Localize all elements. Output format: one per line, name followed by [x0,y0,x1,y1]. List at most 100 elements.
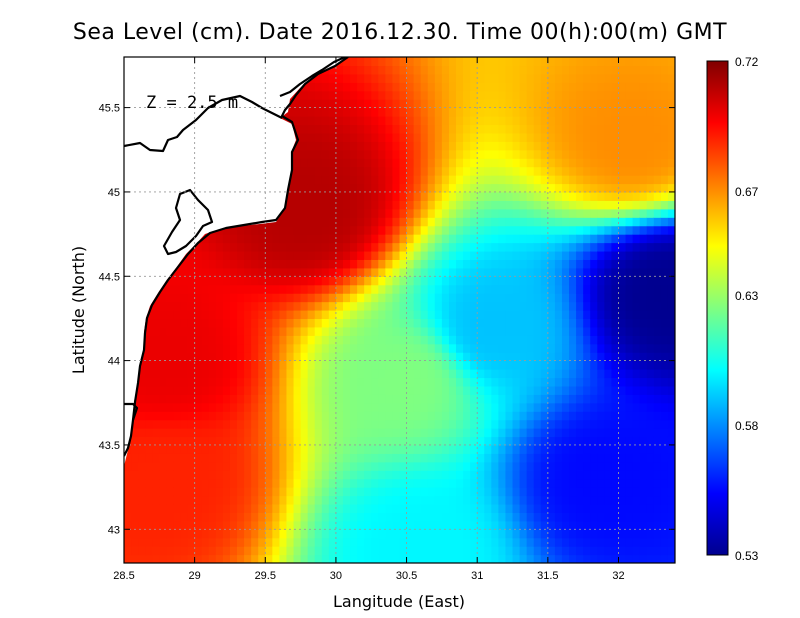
field-cell [328,57,337,58]
field-cell [307,175,316,185]
field-cell [307,90,316,100]
field-cell [569,411,577,421]
field-cell [138,57,146,58]
field-cell [533,200,542,210]
field-cell [448,200,457,210]
field-cell [420,116,429,126]
field-cell [427,73,436,83]
field-cell [321,444,330,454]
field-cell [540,470,549,480]
field-cell [456,259,464,269]
field-cell [342,276,351,286]
field-cell [561,453,570,463]
field-cell [618,124,627,134]
field-cell [413,385,422,395]
field-cell [470,284,478,294]
field-cell [484,512,492,522]
field-cell [399,411,408,421]
field-cell [272,487,281,497]
field-cell [611,284,620,294]
field-cell [258,259,266,269]
field-cell [265,394,273,404]
field-cell [604,141,613,151]
field-cell [244,520,252,530]
field-cell [229,546,238,556]
grid-lines [124,57,675,563]
field-cell [484,411,492,421]
field-cell [448,411,457,421]
field-cell [576,183,584,193]
field-cell [456,90,464,100]
field-cell [639,310,648,320]
field-cell [434,132,443,142]
field-cell [533,276,542,286]
field-cell [576,82,584,92]
field-cell [399,57,408,67]
field-cell [357,554,365,563]
field-cell [328,419,337,429]
field-cell [618,318,627,328]
field-cell [413,99,422,109]
field-cell [498,259,507,269]
field-cell [399,276,408,286]
field-cell [201,242,210,252]
field-cell [611,234,620,244]
field-cell [342,326,351,336]
field-cell [328,82,337,92]
field-cell [279,411,288,421]
field-cell [554,276,563,286]
field-cell [569,461,577,471]
field-cell [576,310,584,320]
field-cell [434,166,443,176]
field-cell [307,200,316,210]
field-cell [399,57,408,58]
field-cell [646,343,655,353]
field-cell [300,478,309,488]
field-cell [251,487,259,497]
field-cell [420,166,429,176]
field-cell [505,310,514,320]
field-cell [632,419,641,429]
field-cell [660,537,669,547]
field-cell [335,453,344,463]
field-cell [625,335,634,345]
field-cell [660,394,669,404]
field-cell [498,208,507,218]
field-cell [272,385,281,395]
field-cell [335,250,344,260]
field-cell [293,191,302,201]
field-cell [604,385,613,395]
field-cell [526,428,535,438]
field-cell [138,385,146,395]
field-cell [463,402,471,412]
field-cell [378,310,386,320]
field-cell [258,487,266,497]
field-cell [258,57,266,58]
field-cell [561,149,570,159]
field-cell [477,478,485,488]
field-cell [441,276,450,286]
field-cell [335,326,344,336]
field-cell [237,487,245,497]
field-cell [321,394,330,404]
field-cell [208,57,217,58]
field-cell [653,326,662,336]
field-cell [427,461,436,471]
field-cell [561,141,570,151]
field-cell [244,352,252,362]
field-cell [456,529,464,539]
field-cell [569,259,577,269]
field-cell [138,394,146,404]
field-cell [307,318,316,328]
field-cell [604,90,613,100]
field-cell [399,183,408,193]
field-cell [498,503,507,513]
field-cell [244,377,252,387]
field-cell [547,267,556,277]
field-cell [434,520,443,530]
field-cell [569,284,577,294]
field-cell [272,444,281,454]
field-cell [441,402,450,412]
field-cell [498,250,507,260]
field-cell [604,512,613,522]
